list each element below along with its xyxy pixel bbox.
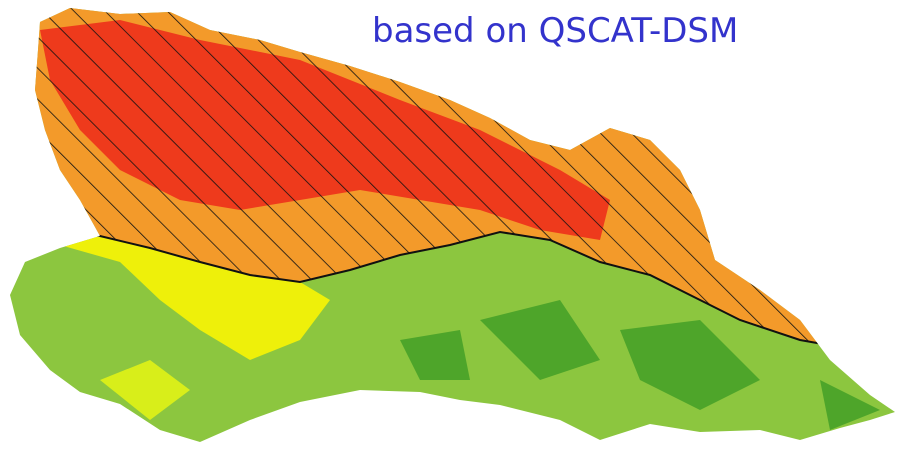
dark-green-zone [400,300,880,430]
yellow-zone [100,360,190,420]
caption: based on QSCAT-DSM [372,11,738,51]
